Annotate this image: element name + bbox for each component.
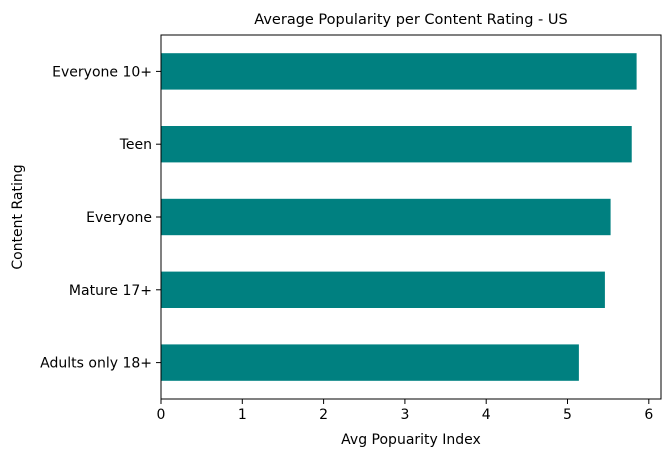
chart-title: Average Popularity per Content Rating - … [254,12,567,28]
y-axis-label: Content Rating [10,164,26,269]
x-tick-label: 4 [482,407,491,423]
bar-everyone-10 [161,53,637,90]
x-tick-label: 6 [644,407,653,423]
x-tick-label: 2 [319,407,328,423]
x-tick-label: 3 [400,407,409,423]
bars-layer [161,53,637,381]
y-tick-label: Mature 17+ [69,283,152,299]
bar-teen [161,126,632,163]
x-axis-label: Avg Popuarity Index [341,432,481,448]
y-tick-label: Everyone 10+ [52,64,152,80]
x-tick-label: 5 [563,407,572,423]
y-tick-label: Teen [119,137,152,153]
bar-mature-17 [161,271,605,308]
y-tick-label: Everyone [86,210,152,226]
x-tick-label: 0 [157,407,166,423]
x-tick-label: 1 [238,407,247,423]
x-axis: 0 1 2 3 4 5 6 [157,399,653,423]
bar-everyone [161,198,611,236]
y-axis: Everyone 10+ Teen Everyone Mature 17+ Adults… [40,64,161,372]
bar-adults-only-18 [161,344,579,381]
y-tick-label: Adults only 18+ [40,356,152,372]
